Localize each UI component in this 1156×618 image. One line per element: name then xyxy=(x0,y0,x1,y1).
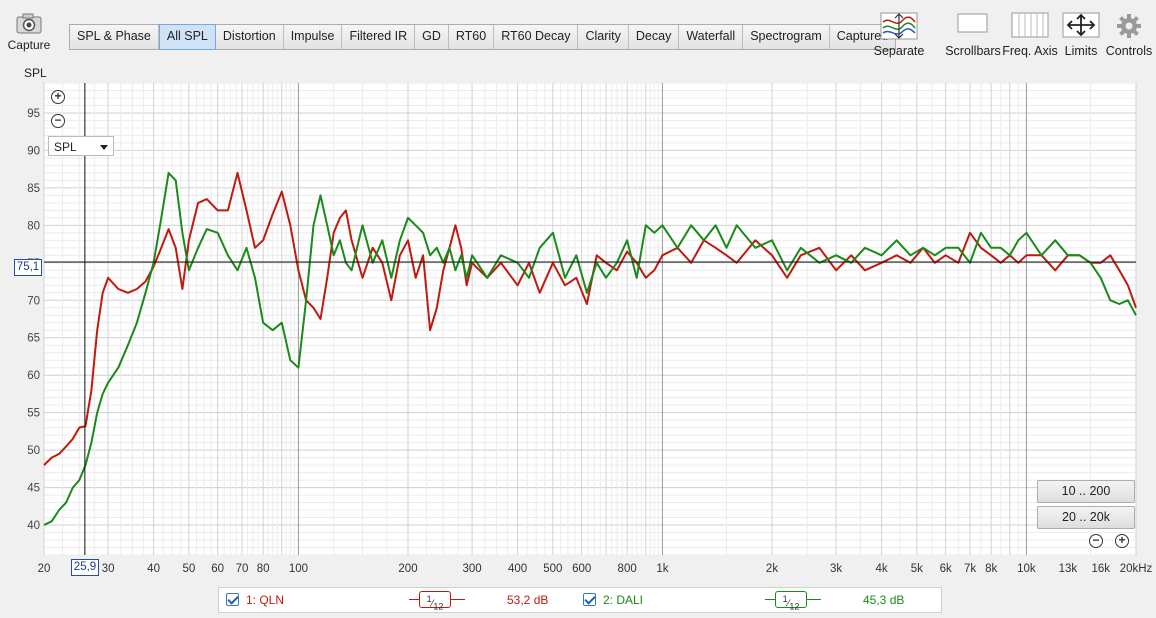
cursor-y-readout: 75,1 xyxy=(14,259,42,276)
x-tick-label: 50 xyxy=(182,563,195,575)
x-tick-label: 80 xyxy=(257,563,270,575)
x-tick-label: 100 xyxy=(289,563,308,575)
tab-filtered-ir[interactable]: Filtered IR xyxy=(342,25,416,49)
series-2-value: 45,3 dB xyxy=(863,593,905,607)
x-tick-label: 2k xyxy=(766,563,778,575)
x-tick-label: 16k xyxy=(1091,563,1110,575)
measure-select-value: SPL xyxy=(54,140,77,154)
series-1-value: 53,2 dB xyxy=(507,593,549,607)
x-tick-label: 800 xyxy=(618,563,637,575)
series-2-name: 2: DALI xyxy=(603,593,644,607)
y-tick-label: 85 xyxy=(27,183,40,195)
capture-button[interactable]: Capture xyxy=(4,10,54,52)
range-10-200-button[interactable]: 10 .. 200 xyxy=(1037,480,1135,503)
y-tick-label: 80 xyxy=(27,220,40,232)
limits-button[interactable]: Limits xyxy=(1058,12,1104,58)
capture-label: Capture xyxy=(7,38,51,52)
x-zoom-in-icon[interactable]: + xyxy=(1115,534,1129,548)
separate-icon xyxy=(880,12,918,40)
range-20-20k-button[interactable]: 20 .. 20k xyxy=(1037,506,1135,529)
tab-impulse[interactable]: Impulse xyxy=(283,25,343,49)
x-tick-label: 1k xyxy=(656,563,668,575)
x-tick-label: 20 xyxy=(38,563,51,575)
tab-clarity[interactable]: Clarity xyxy=(578,25,629,49)
y-tick-label: 95 xyxy=(27,108,40,120)
y-tick-label: 40 xyxy=(27,520,40,532)
x-tick-label: 400 xyxy=(508,563,527,575)
x-tick-label: 300 xyxy=(463,563,482,575)
controls-button[interactable]: Controls xyxy=(1104,12,1154,58)
cursor-x-readout: 25,9 xyxy=(71,559,99,576)
series-1-checkbox[interactable] xyxy=(226,593,239,606)
y-tick-label: 60 xyxy=(27,370,40,382)
tab-rt60[interactable]: RT60 xyxy=(448,25,495,49)
series-2-checkbox[interactable] xyxy=(583,593,596,606)
y-tick-label: 65 xyxy=(27,333,40,345)
separate-label: Separate xyxy=(873,44,925,58)
legend: 1: QLN 1⁄12 53,2 dB 2: DALI 1⁄12 45,3 dB xyxy=(218,587,942,613)
series-1-line xyxy=(43,171,1137,466)
x-tick-label: 30 xyxy=(102,563,115,575)
tab-spectrogram[interactable]: Spectrogram xyxy=(743,25,830,49)
tab-distortion[interactable]: Distortion xyxy=(215,25,284,49)
plot-area xyxy=(43,82,1137,556)
zoom-out-icon[interactable]: − xyxy=(51,114,65,128)
y-tick-label: 55 xyxy=(27,408,40,420)
x-tick-label: 500 xyxy=(543,563,562,575)
measure-select[interactable]: SPL xyxy=(48,136,114,156)
freq-axis-button[interactable]: Freq. Axis xyxy=(1002,12,1058,58)
view-tabs: SPL & Phase All SPL Distortion Impulse Filte… xyxy=(69,24,897,50)
chevron-down-icon xyxy=(100,145,108,150)
x-tick-label: 70 xyxy=(236,563,249,575)
y-tick-label: 45 xyxy=(27,483,40,495)
series-2-line xyxy=(43,171,1137,526)
y-axis-label: SPL xyxy=(24,66,47,80)
scrollbars-button[interactable]: Scrollbars xyxy=(944,12,1002,58)
x-tick-label: 13k xyxy=(1059,563,1078,575)
series-1-name: 1: QLN xyxy=(246,593,285,607)
x-tick-label: 7k xyxy=(964,563,976,575)
x-tick-label: 60 xyxy=(211,563,224,575)
tab-gd[interactable]: GD xyxy=(415,25,449,49)
x-tick-label: 600 xyxy=(572,563,591,575)
x-tick-label: 20kHz xyxy=(1120,563,1153,575)
x-tick-label: 5k xyxy=(911,563,923,575)
tab-spl-phase[interactable]: SPL & Phase xyxy=(70,25,159,49)
x-tick-label: 200 xyxy=(398,563,417,575)
x-tick-label: 3k xyxy=(830,563,842,575)
separate-button[interactable]: Separate xyxy=(870,12,928,58)
y-tick-label: 50 xyxy=(27,445,40,457)
x-tick-label: 8k xyxy=(985,563,997,575)
series-1-smoothing[interactable]: 1⁄12 xyxy=(419,591,451,611)
x-tick-label: 4k xyxy=(875,563,887,575)
tab-rt60-decay[interactable]: RT60 Decay xyxy=(494,25,579,49)
gear-icon xyxy=(1117,14,1141,38)
freq-axis-label: Freq. Axis xyxy=(1002,44,1058,58)
zoom-in-icon[interactable]: + xyxy=(51,90,65,104)
limits-icon xyxy=(1062,12,1100,38)
y-tick-label: 90 xyxy=(27,145,40,157)
x-tick-label: 40 xyxy=(147,563,160,575)
x-tick-label: 10k xyxy=(1017,563,1036,575)
freq-axis-icon xyxy=(1011,12,1049,38)
scrollbars-icon xyxy=(957,13,988,33)
tab-decay[interactable]: Decay xyxy=(628,25,680,49)
x-tick-label: 6k xyxy=(940,563,952,575)
tab-waterfall[interactable]: Waterfall xyxy=(679,25,744,49)
limits-label: Limits xyxy=(1064,44,1098,58)
scrollbars-label: Scrollbars xyxy=(945,44,1001,58)
spl-chart[interactable]: 4045505560657075808590952030405060708010… xyxy=(0,0,1156,585)
y-tick-label: 70 xyxy=(27,295,40,307)
camera-icon xyxy=(16,13,42,34)
x-zoom-out-icon[interactable]: − xyxy=(1089,534,1103,548)
controls-label: Controls xyxy=(1105,44,1153,58)
tab-all-spl[interactable]: All SPL xyxy=(158,24,216,50)
series-2-smoothing[interactable]: 1⁄12 xyxy=(775,591,807,611)
